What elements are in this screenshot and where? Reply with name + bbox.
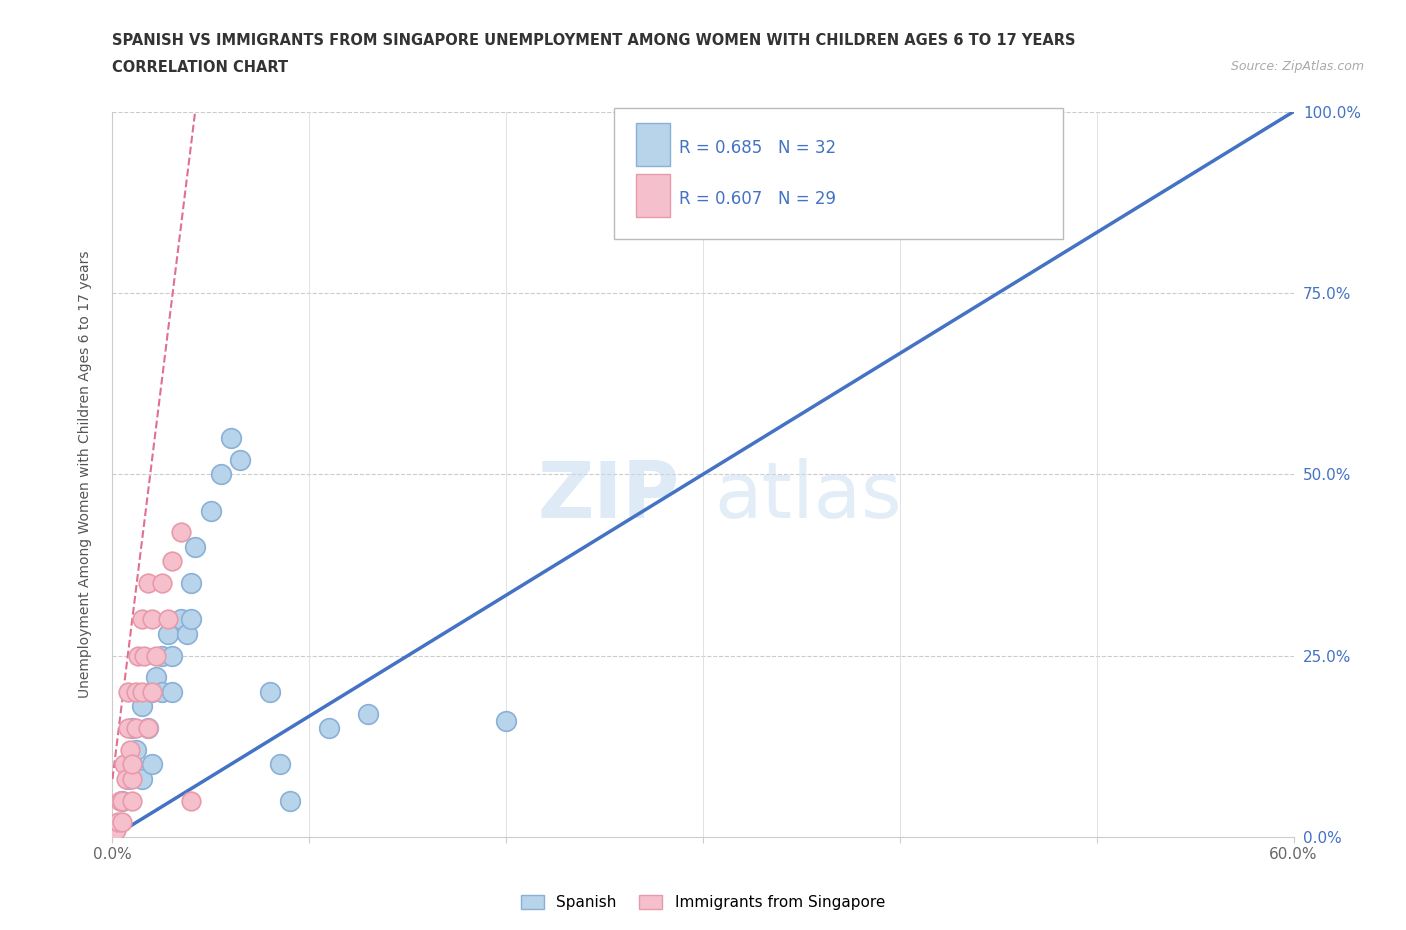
Point <box>121 757 143 772</box>
Text: CORRELATION CHART: CORRELATION CHART <box>112 60 288 75</box>
Point <box>145 648 167 663</box>
Point <box>156 627 179 642</box>
Point <box>136 576 159 591</box>
Point <box>928 104 950 119</box>
Point <box>132 648 155 663</box>
Point <box>145 670 167 684</box>
Point <box>141 684 163 699</box>
Point <box>318 721 340 736</box>
Point <box>110 793 132 808</box>
Point <box>111 793 134 808</box>
Point <box>180 793 202 808</box>
Point <box>180 576 202 591</box>
Text: Source: ZipAtlas.com: Source: ZipAtlas.com <box>1230 60 1364 73</box>
Point <box>259 684 281 699</box>
Point <box>111 793 134 808</box>
FancyBboxPatch shape <box>614 108 1063 239</box>
Point <box>219 431 242 445</box>
Point <box>141 757 163 772</box>
Point <box>131 612 153 627</box>
Point <box>160 648 183 663</box>
Point <box>180 612 202 627</box>
Point <box>121 793 143 808</box>
Point <box>141 612 163 627</box>
Point <box>131 772 153 787</box>
Point <box>357 706 380 721</box>
Point <box>160 684 183 699</box>
Point <box>184 539 207 554</box>
Point <box>125 721 148 736</box>
Text: R = 0.685   N = 32: R = 0.685 N = 32 <box>679 139 837 157</box>
Point <box>117 721 139 736</box>
Point <box>141 684 163 699</box>
Point <box>269 757 291 772</box>
Text: R = 0.607   N = 29: R = 0.607 N = 29 <box>679 190 837 207</box>
Point <box>125 742 148 757</box>
Point <box>117 772 139 787</box>
Point <box>150 648 173 663</box>
Point <box>150 684 173 699</box>
Point <box>131 699 153 714</box>
Point <box>120 742 142 757</box>
Point <box>495 713 517 728</box>
Point <box>121 721 143 736</box>
Y-axis label: Unemployment Among Women with Children Ages 6 to 17 years: Unemployment Among Women with Children A… <box>77 250 91 698</box>
Point <box>136 721 159 736</box>
Point <box>105 822 128 837</box>
Point <box>112 757 135 772</box>
FancyBboxPatch shape <box>636 123 669 166</box>
Point <box>127 648 149 663</box>
Point <box>131 684 153 699</box>
Point <box>200 503 222 518</box>
Point <box>107 815 129 830</box>
Point <box>111 815 134 830</box>
Point <box>156 612 179 627</box>
Text: SPANISH VS IMMIGRANTS FROM SINGAPORE UNEMPLOYMENT AMONG WOMEN WITH CHILDREN AGES: SPANISH VS IMMIGRANTS FROM SINGAPORE UNE… <box>112 33 1076 47</box>
Text: ZIP: ZIP <box>537 458 679 534</box>
Point <box>278 793 301 808</box>
Point <box>121 757 143 772</box>
Point <box>121 772 143 787</box>
Point <box>117 684 139 699</box>
Point <box>170 612 193 627</box>
Point <box>136 721 159 736</box>
Point <box>150 576 173 591</box>
Text: atlas: atlas <box>714 458 903 534</box>
Point <box>125 684 148 699</box>
Point <box>115 772 138 787</box>
Point <box>229 452 252 467</box>
Point <box>176 627 198 642</box>
Point <box>160 554 183 569</box>
Point <box>170 525 193 539</box>
Legend: Spanish, Immigrants from Singapore: Spanish, Immigrants from Singapore <box>515 889 891 916</box>
Point <box>209 467 232 482</box>
FancyBboxPatch shape <box>636 174 669 217</box>
